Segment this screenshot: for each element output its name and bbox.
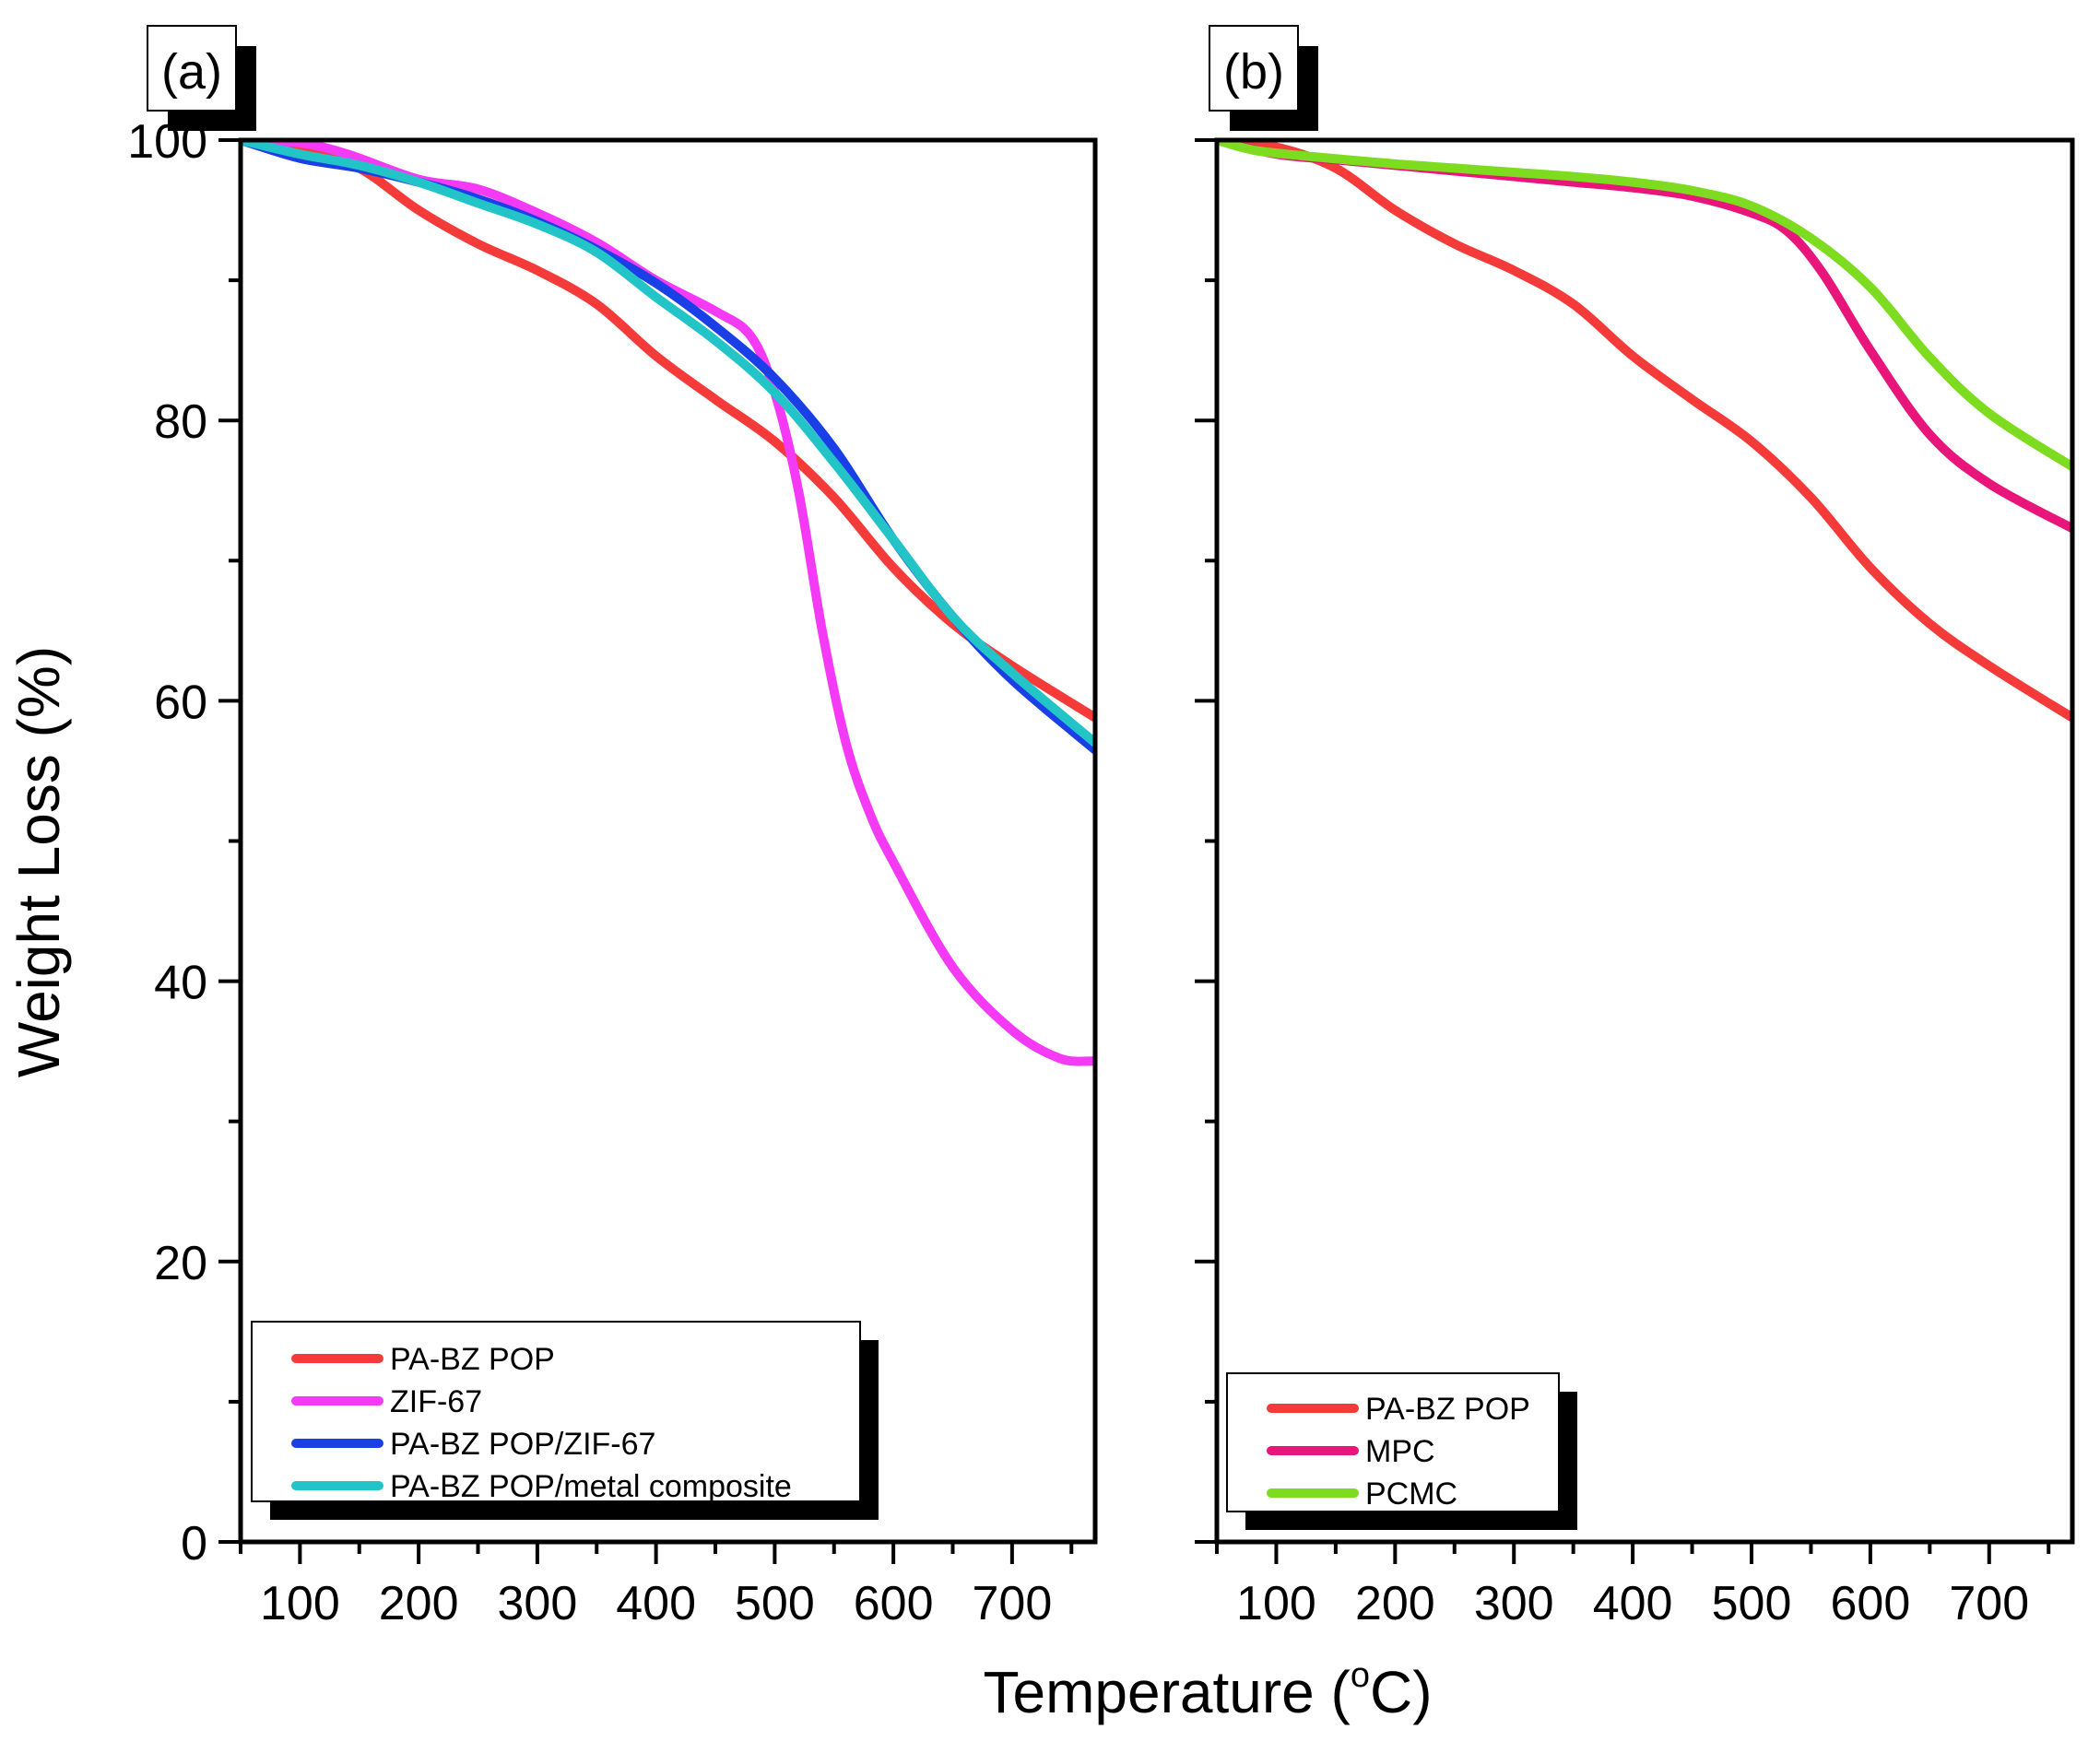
x-tick-label: 700: [972, 1577, 1052, 1630]
legend-label: PA-BZ POP/metal composite: [390, 1469, 792, 1504]
series-line-pa-bz-pop: [241, 140, 1095, 723]
panel-label: (b): [1223, 44, 1284, 100]
x-tick-label: 400: [1593, 1577, 1673, 1630]
x-tick-label: 600: [854, 1577, 934, 1630]
panel-label-box: [147, 25, 237, 112]
series-line-pcmc: [1217, 140, 2072, 472]
plot-frame: [1214, 137, 2075, 1545]
x-axis-label-unit: C): [1370, 1659, 1433, 1725]
x-tick-label: 100: [1236, 1577, 1316, 1630]
y-tick-label: 20: [154, 1237, 207, 1290]
y-tick-label: 0: [181, 1517, 207, 1570]
series-line-mpc: [1217, 140, 2072, 534]
x-tick-label: 500: [735, 1577, 815, 1630]
x-axis-label-degree: o: [1351, 1656, 1370, 1695]
y-tick-label: 60: [154, 676, 207, 729]
y-tick-label: 100: [127, 115, 207, 169]
legend-label: PA-BZ POP/ZIF-67: [390, 1427, 655, 1462]
x-tick-label: 500: [1712, 1577, 1792, 1630]
y-tick-label: 40: [154, 957, 207, 1010]
x-axis-label-main: Temperature (: [983, 1659, 1350, 1725]
panel-a: (a) 0 20 40 60 80 100 100 200 300 400 500 600 700 PA-B…: [127, 25, 1098, 1630]
series-line-pa-bz-pop: [1217, 140, 2072, 723]
legend-box: [251, 1321, 861, 1502]
x-tick-label: 400: [616, 1577, 696, 1630]
legend-label: PCMC: [1365, 1476, 1457, 1512]
x-tick-label: 200: [379, 1577, 459, 1630]
x-axis-label: Temperature (oC): [983, 1656, 1432, 1725]
legend-label: MPC: [1365, 1434, 1435, 1469]
x-tick-label: 100: [260, 1577, 340, 1630]
panel-label: (a): [161, 44, 222, 100]
series-line-pa-bz-pop-metal-composite: [241, 140, 1095, 748]
y-axis-label: Weight Loss (%): [6, 646, 72, 1077]
legend-label: ZIF-67: [390, 1384, 482, 1419]
x-tick-label: 700: [1949, 1577, 2029, 1630]
x-tick-label: 300: [497, 1577, 577, 1630]
panel-b: (b) 100 200 300 400 500 600 700 PA-BZ POP MPC PCMC: [1195, 25, 2075, 1630]
panel-label-box: [1209, 25, 1299, 112]
plot-frame: [238, 137, 1098, 1545]
series-line-pa-bz-pop-zif-67: [241, 140, 1095, 755]
legend-label: PA-BZ POP: [1365, 1392, 1530, 1427]
series-line-zif-67: [241, 140, 1095, 1066]
x-tick-label: 600: [1831, 1577, 1911, 1630]
x-tick-label: 300: [1474, 1577, 1554, 1630]
y-tick-label: 80: [154, 395, 207, 449]
legend-label: PA-BZ POP: [390, 1342, 555, 1377]
x-tick-label: 200: [1355, 1577, 1435, 1630]
